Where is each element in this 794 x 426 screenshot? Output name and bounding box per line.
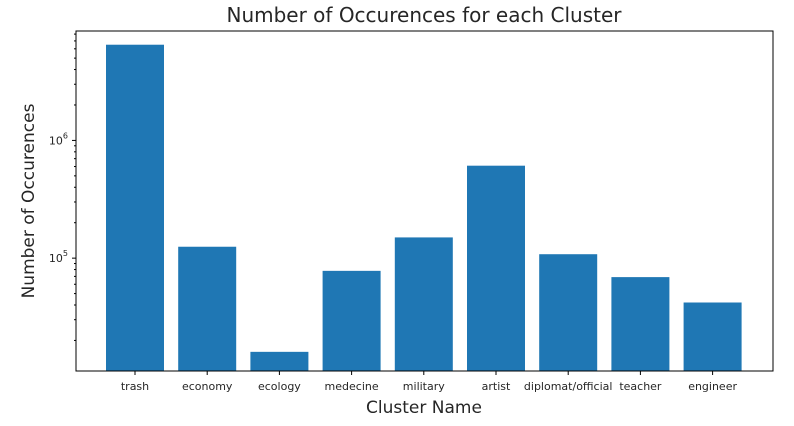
y-tick-label: 106 <box>49 131 68 147</box>
y-tick-label: 105 <box>49 249 68 265</box>
bar-trash <box>106 44 164 371</box>
bar-diplomat-official <box>539 254 598 371</box>
y-axis-label: Number of Occurences <box>19 103 39 298</box>
x-axis-label: Cluster Name <box>366 398 482 418</box>
bar-ecology <box>250 351 309 371</box>
bar-teacher <box>611 277 670 371</box>
bar-artist <box>467 165 525 371</box>
x-tick-label: ecology <box>258 380 301 393</box>
bar-economy <box>178 246 237 371</box>
x-tick-label: teacher <box>619 380 662 393</box>
x-tick-label: diplomat/official <box>524 380 613 393</box>
x-tick-label: engineer <box>688 380 737 393</box>
x-tick-label: artist <box>482 380 511 393</box>
x-tick-label: military <box>403 380 445 393</box>
chart-title: Number of Occurences for each Cluster <box>226 3 622 27</box>
y-ticks-group: 105 106 <box>49 33 76 341</box>
bar-military <box>394 237 453 371</box>
x-tick-label: medecine <box>325 380 379 393</box>
x-ticks-group: trash economy ecology medecine military artis… <box>121 371 737 393</box>
bar-engineer <box>683 302 742 371</box>
bar-medecine <box>322 270 381 371</box>
x-tick-label: trash <box>121 380 149 393</box>
plot-frame <box>75 30 774 372</box>
bars-group <box>106 44 742 371</box>
x-tick-label: economy <box>182 380 233 393</box>
